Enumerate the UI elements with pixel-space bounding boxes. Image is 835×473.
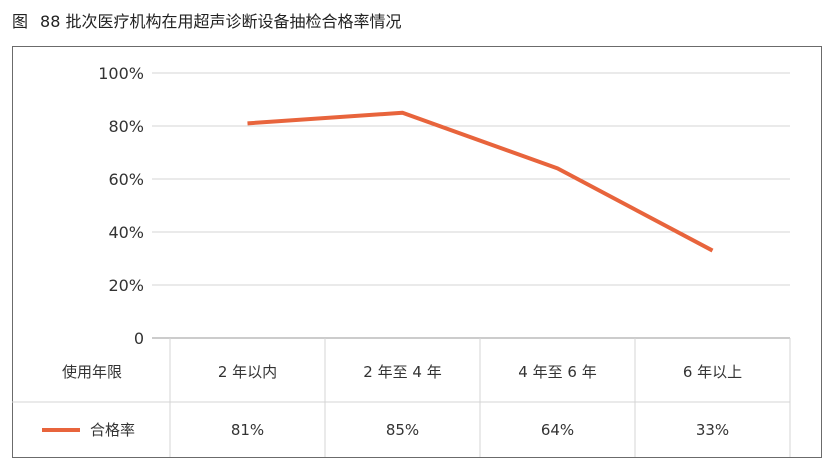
y-tick-label: 60%: [108, 170, 144, 189]
data-label: 64%: [541, 421, 574, 439]
category-label: 2 年以内: [218, 363, 277, 381]
y-tick-label: 0: [134, 329, 144, 348]
figure-title-text: 88 批次医疗机构在用超声诊断设备抽检合格率情况: [40, 12, 402, 31]
series-line-pass-rate: [247, 110, 714, 253]
category-label: 6 年以上: [683, 363, 742, 381]
y-tick-label: 100%: [98, 64, 144, 83]
y-tick-label: 20%: [108, 276, 144, 295]
figure-label: 图: [12, 12, 29, 31]
data-label: 33%: [696, 421, 729, 439]
legend-label: 合格率: [90, 421, 135, 439]
table-row-header: 使用年限: [62, 363, 122, 381]
data-label: 85%: [386, 421, 419, 439]
category-label: 2 年至 4 年: [363, 363, 441, 381]
category-label: 4 年至 6 年: [518, 363, 596, 381]
y-tick-label: 40%: [108, 223, 144, 242]
y-tick-label: 80%: [108, 117, 144, 136]
data-label: 81%: [231, 421, 264, 439]
chart-title: 图 88 批次医疗机构在用超声诊断设备抽检合格率情况: [12, 8, 401, 32]
chart-frame: [12, 46, 822, 458]
